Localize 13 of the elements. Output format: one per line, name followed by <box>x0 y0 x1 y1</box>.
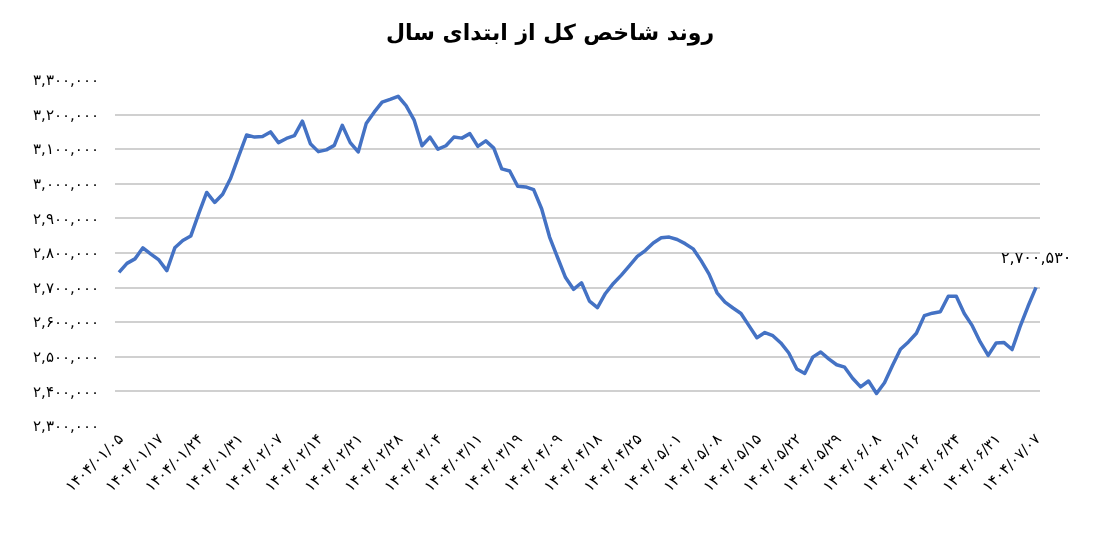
y-tick-label: ۲,۴۰۰,۰۰۰ <box>33 382 99 401</box>
y-tick-label: ۳,۲۰۰,۰۰۰ <box>33 105 99 124</box>
y-tick-label: ۲,۵۰۰,۰۰۰ <box>33 348 99 367</box>
y-tick-label: ۲,۶۰۰,۰۰۰ <box>33 313 99 332</box>
y-tick-label: ۲,۸۰۰,۰۰۰ <box>33 244 99 263</box>
y-tick-label: ۳,۳۰۰,۰۰۰ <box>33 71 99 90</box>
annotation: ۲,۷۰۰,۵۳۰ <box>1001 248 1072 267</box>
y-tick-label: ۲,۳۰۰,۰۰۰ <box>33 417 99 436</box>
y-tick-label: ۲,۹۰۰,۰۰۰ <box>33 209 99 228</box>
y-tick-label: ۳,۰۰۰,۰۰۰ <box>33 175 99 194</box>
chart-title: روند شاخص کل از ابتدای سال <box>385 19 715 46</box>
y-tick-label: ۲,۷۰۰,۰۰۰ <box>33 278 99 297</box>
y-tick-label: ۳,۱۰۰,۰۰۰ <box>33 140 99 159</box>
